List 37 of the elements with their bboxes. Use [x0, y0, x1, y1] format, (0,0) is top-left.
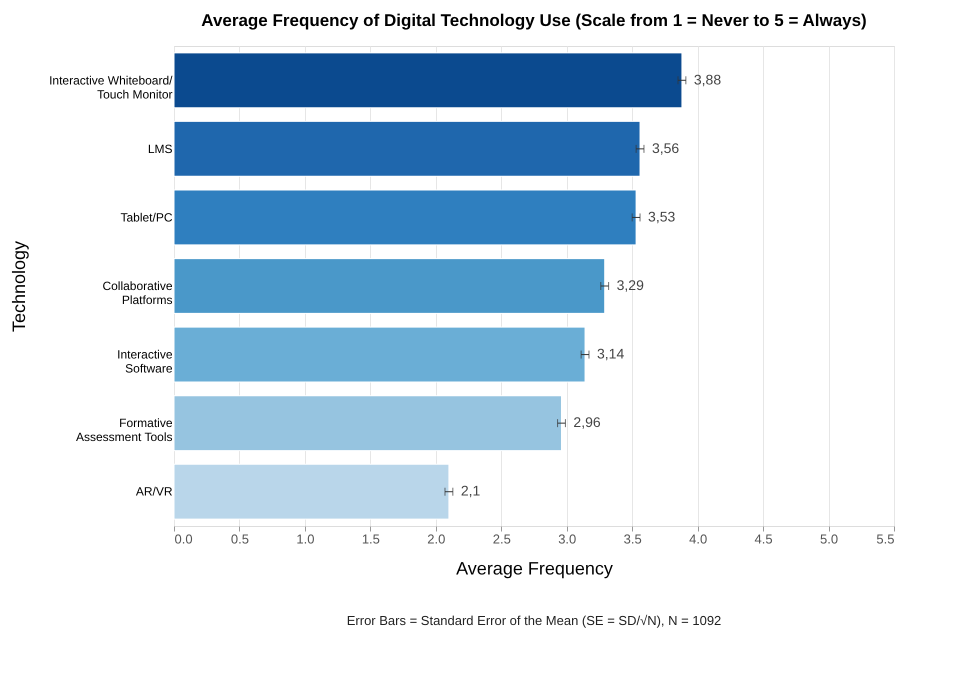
data-label: 3,14 [596, 346, 624, 362]
data-label: 3,56 [652, 140, 680, 156]
x-tick-label: 3.5 [624, 532, 642, 546]
y-tick-label: Interactive Software [117, 348, 173, 376]
x-tick-label: 2.5 [492, 532, 511, 546]
bar [174, 120, 641, 177]
x-tick-label: 4.5 [754, 532, 773, 546]
x-tick-label: 0.5 [230, 532, 249, 546]
x-tick-label: 1.0 [296, 532, 314, 546]
bar [174, 395, 562, 452]
y-tick-label: Collaborative Platforms [102, 279, 173, 307]
y-tick-label: Interactive Whiteboard/ Touch Monitor [49, 73, 174, 102]
bar [174, 190, 637, 246]
x-tick-label: 5.5 [876, 532, 894, 546]
bar [174, 52, 682, 108]
x-tick-label: 4.0 [689, 532, 708, 546]
y-tick-label: LMS [148, 142, 172, 156]
y-tick-label: Formative Assessment Tools [76, 416, 173, 444]
bar [174, 326, 586, 382]
bar [174, 258, 606, 314]
chart-title: Average Frequency of Digital Technology Use (Scale from 1 = Never to 5 = Always) [201, 11, 867, 30]
x-tick-label: 1.5 [362, 532, 380, 546]
data-label: 3,29 [616, 277, 644, 293]
data-label: 3,53 [648, 208, 676, 224]
x-tick-label: 0.0 [174, 532, 193, 546]
x-axis-title: Average Frequency [456, 558, 613, 578]
x-tick-label: 5.0 [820, 532, 838, 546]
y-tick-label: Tablet/PC [120, 210, 173, 224]
bar [174, 464, 450, 520]
data-label: 3,88 [694, 71, 722, 88]
x-tick-label: 2.0 [427, 532, 446, 546]
y-tick-label: AR/VR [136, 484, 173, 499]
data-label: 2,1 [460, 482, 481, 499]
text: Error Bars = Standard Error of the Mean (SE = SD/√N), N = 1092 [346, 613, 722, 628]
data-label: 2,96 [573, 414, 601, 430]
x-tick-label: 3.0 [558, 532, 576, 546]
y-axis-title: Technology [9, 240, 30, 332]
